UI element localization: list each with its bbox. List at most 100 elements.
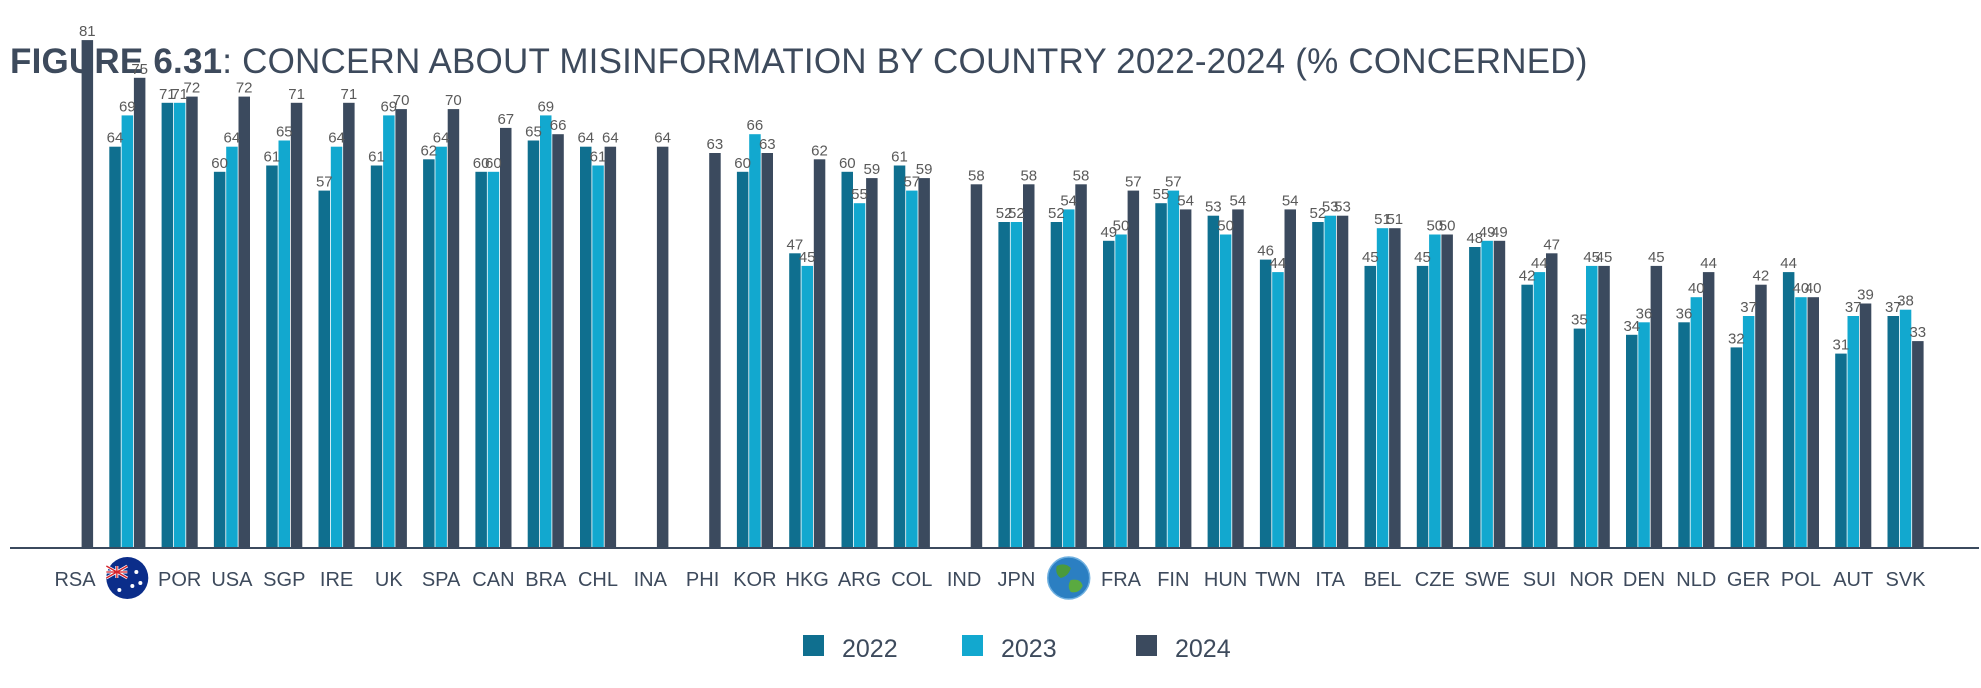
value-label: 51 [1386,211,1403,228]
bar-SUI-2023 [1533,272,1546,548]
bar-SVK-2022 [1887,316,1899,548]
value-label: 50 [1113,218,1130,235]
bar-JPN-2023 [1010,222,1023,548]
legend-label: 2024 [1175,635,1231,663]
value-label: 63 [707,136,724,153]
bar-SUI-2024 [1546,253,1558,549]
bar-UK-2022 [370,165,383,548]
value-label: 61 [264,149,281,166]
category-label-aut: AUT [1833,569,1873,591]
bar-australia-2022 [109,146,121,548]
category-label-hkg: HKG [786,569,829,591]
bar-SPA-2022 [423,159,435,549]
value-label: 32 [1728,330,1745,347]
value-label: 47 [787,236,804,253]
value-label: 55 [851,186,868,203]
category-label-svk: SVK [1885,569,1926,591]
value-label: 42 [1519,268,1536,285]
bar-USA-2023 [226,146,238,548]
figure-number: FIGURE 6.31 [10,42,223,81]
bar-HKG-2022 [789,253,801,549]
bar-FIN-2023 [1167,190,1180,548]
category-label-col: COL [891,569,932,591]
bar-NLD-2023 [1690,297,1703,548]
value-label: 60 [485,155,502,172]
value-label: 45 [1583,249,1600,266]
bar-IND-2024 [970,184,983,549]
bar-DEN-2022 [1626,334,1638,548]
bar-NOR-2022 [1573,328,1586,548]
bar-POR-2022 [161,102,174,549]
value-label: 64 [224,130,241,147]
category-label-ita: ITA [1315,569,1345,591]
category-label-arg: ARG [838,569,881,591]
value-label: 61 [590,149,607,166]
bar-BEL-2023 [1376,228,1389,548]
bar-global-2023 [1063,209,1075,548]
legend-label: 2022 [842,635,898,663]
value-label: 70 [445,92,462,109]
figure-caption: : CONCERN ABOUT MISINFORMATION BY COUNTR… [222,42,1588,81]
value-label: 50 [1217,218,1234,235]
category-label-twn: TWN [1255,569,1301,591]
category-label-pol: POL [1781,569,1821,591]
value-label: 54 [1060,192,1077,209]
legend-swatch [803,635,824,656]
bar-PHI-2024 [709,153,721,548]
value-label: 37 [1740,299,1757,316]
category-label-ina: INA [634,569,668,591]
bar-NOR-2023 [1586,265,1598,548]
value-label: 31 [1833,337,1850,354]
value-label: 65 [276,124,293,141]
bar-ITA-2022 [1312,222,1324,548]
value-label: 62 [811,142,828,159]
value-label: 52 [1048,205,1065,222]
value-label: 37 [1885,299,1902,316]
category-label-nor: NOR [1569,569,1613,591]
bar-global-2022 [1050,222,1063,548]
legend-item-2022: 2022 [803,635,898,663]
category-label-bel: BEL [1364,569,1402,591]
bar-UK-2023 [383,115,395,549]
bar-HUN-2023 [1219,234,1232,548]
value-label: 35 [1571,312,1588,329]
category-label-fra: FRA [1101,569,1142,591]
bar-SWE-2023 [1481,240,1493,549]
category-label-uk: UK [375,569,403,591]
category-label-can: CAN [472,569,514,591]
bar-POR-2024 [186,96,198,548]
bar-KOR-2023 [749,134,761,548]
value-label: 34 [1623,318,1640,335]
value-label: 44 [1531,255,1548,272]
australia-flag-icon [105,557,149,599]
legend-swatch [962,635,983,656]
bar-SVK-2024 [1912,341,1924,548]
bar-BRA-2023 [540,115,552,549]
category-label-sui: SUI [1523,569,1556,591]
value-label: 39 [1857,287,1874,304]
chart-title: FIGURE 6.31: CONCERN ABOUT MISINFORMATIO… [10,42,1588,82]
category-label-fin: FIN [1157,569,1189,591]
bar-ARG-2022 [841,171,853,549]
bar-FIN-2024 [1179,209,1192,548]
value-label: 33 [1909,324,1926,341]
bar-HKG-2023 [801,265,813,548]
category-label-kor: KOR [733,569,776,591]
value-label: 66 [747,117,764,134]
value-label: 61 [891,149,908,166]
category-label-sgp: SGP [263,569,305,591]
value-label: 62 [420,142,437,159]
bar-BRA-2022 [527,140,540,548]
value-label: 64 [433,130,450,147]
bar-SWE-2022 [1469,247,1481,548]
bar-FRA-2023 [1115,234,1127,548]
legend-swatch [1136,635,1157,656]
bar-DEN-2023 [1638,322,1650,548]
category-label-phi: PHI [686,569,719,591]
category-label-por: POR [158,569,201,591]
value-label: 42 [1753,268,1770,285]
bar-FIN-2022 [1155,203,1167,548]
value-label: 49 [1479,224,1496,241]
value-label: 38 [1897,293,1914,310]
bar-GER-2023 [1742,316,1755,548]
